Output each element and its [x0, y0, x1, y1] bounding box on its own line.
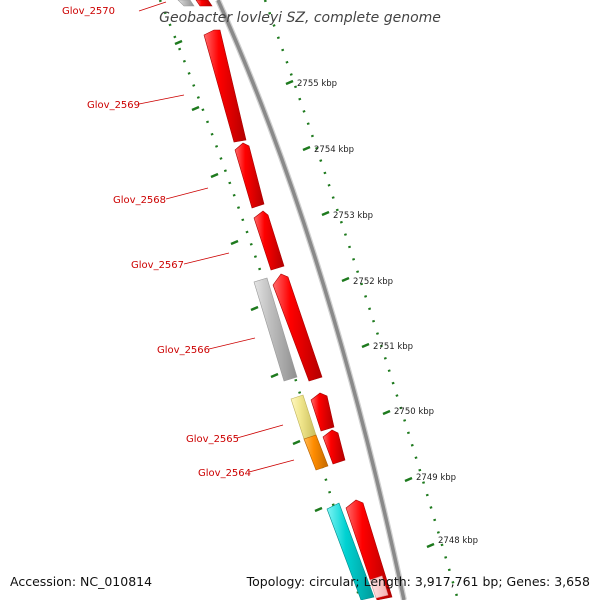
- gene-glov-2570-partial[interactable]: [177, 0, 195, 7]
- genome-backbone-core: [216, 0, 406, 600]
- gene-red-small[interactable]: [322, 429, 346, 465]
- scale-label: 2752 kbp: [353, 277, 393, 287]
- major-tick: [174, 39, 183, 46]
- major-tick: [426, 542, 435, 549]
- major-tick: [250, 305, 259, 312]
- gene-label-glov-2567[interactable]: Glov_2567: [131, 260, 184, 271]
- scale-label: 2748 kbp: [438, 536, 478, 546]
- scale-label: 2749 kbp: [416, 473, 456, 483]
- major-tick: [302, 145, 311, 152]
- major-tick: [230, 239, 239, 246]
- major-tick: [270, 372, 279, 379]
- map-title: Geobacter lovleyi SZ, complete genome: [159, 10, 441, 26]
- gene-glov-2566-gray[interactable]: [253, 277, 298, 382]
- gene-glov-2569[interactable]: [203, 29, 247, 143]
- genome-summary-text: Topology: circular; Length: 3,917,761 bp…: [246, 574, 590, 589]
- gene-label-glov-2568[interactable]: Glov_2568: [113, 195, 166, 206]
- label-leader: [138, 1, 167, 12]
- scale-label: 2750 kbp: [394, 407, 434, 417]
- gene-label-glov-2565[interactable]: Glov_2565: [186, 434, 239, 445]
- gene-label-glov-2564[interactable]: Glov_2564: [198, 468, 251, 479]
- label-leader: [138, 94, 185, 105]
- scale-label: 2751 kbp: [373, 342, 413, 352]
- gene-label-glov-2569[interactable]: Glov_2569: [87, 100, 140, 111]
- gene-glov-2567[interactable]: [253, 210, 285, 271]
- gene-red-small[interactable]: [310, 392, 335, 432]
- major-tick: [361, 342, 370, 349]
- label-leader: [248, 459, 295, 473]
- major-tick: [321, 210, 330, 217]
- major-tick: [341, 276, 350, 283]
- major-tick: [210, 172, 219, 179]
- label-leader: [236, 424, 284, 439]
- major-tick: [285, 79, 294, 86]
- scale-label: 2753 kbp: [333, 211, 373, 221]
- gene-glov-2566[interactable]: [272, 273, 323, 382]
- gene-label-glov-2570[interactable]: Glov_2570: [62, 6, 115, 17]
- genome-backbone: [215, 0, 407, 600]
- gene-pink[interactable]: [369, 575, 389, 599]
- major-tick: [404, 476, 413, 483]
- major-tick: [191, 105, 200, 112]
- gene-glov-2564[interactable]: [303, 434, 329, 471]
- scale-label: 2755 kbp: [297, 79, 337, 89]
- accession-text: Accession: NC_010814: [10, 574, 153, 589]
- gene-glov-2568[interactable]: [234, 142, 265, 209]
- label-leader: [165, 187, 209, 200]
- scale-label: 2754 kbp: [314, 145, 354, 155]
- major-tick: [382, 409, 391, 416]
- gene-label-glov-2566[interactable]: Glov_2566: [157, 345, 210, 356]
- label-leader: [183, 252, 230, 265]
- gene-glov-2570-partial[interactable]: [195, 0, 213, 7]
- label-leader: [208, 337, 256, 350]
- gene-cyan[interactable]: [326, 502, 375, 600]
- major-tick: [314, 506, 323, 513]
- major-tick: [292, 439, 301, 446]
